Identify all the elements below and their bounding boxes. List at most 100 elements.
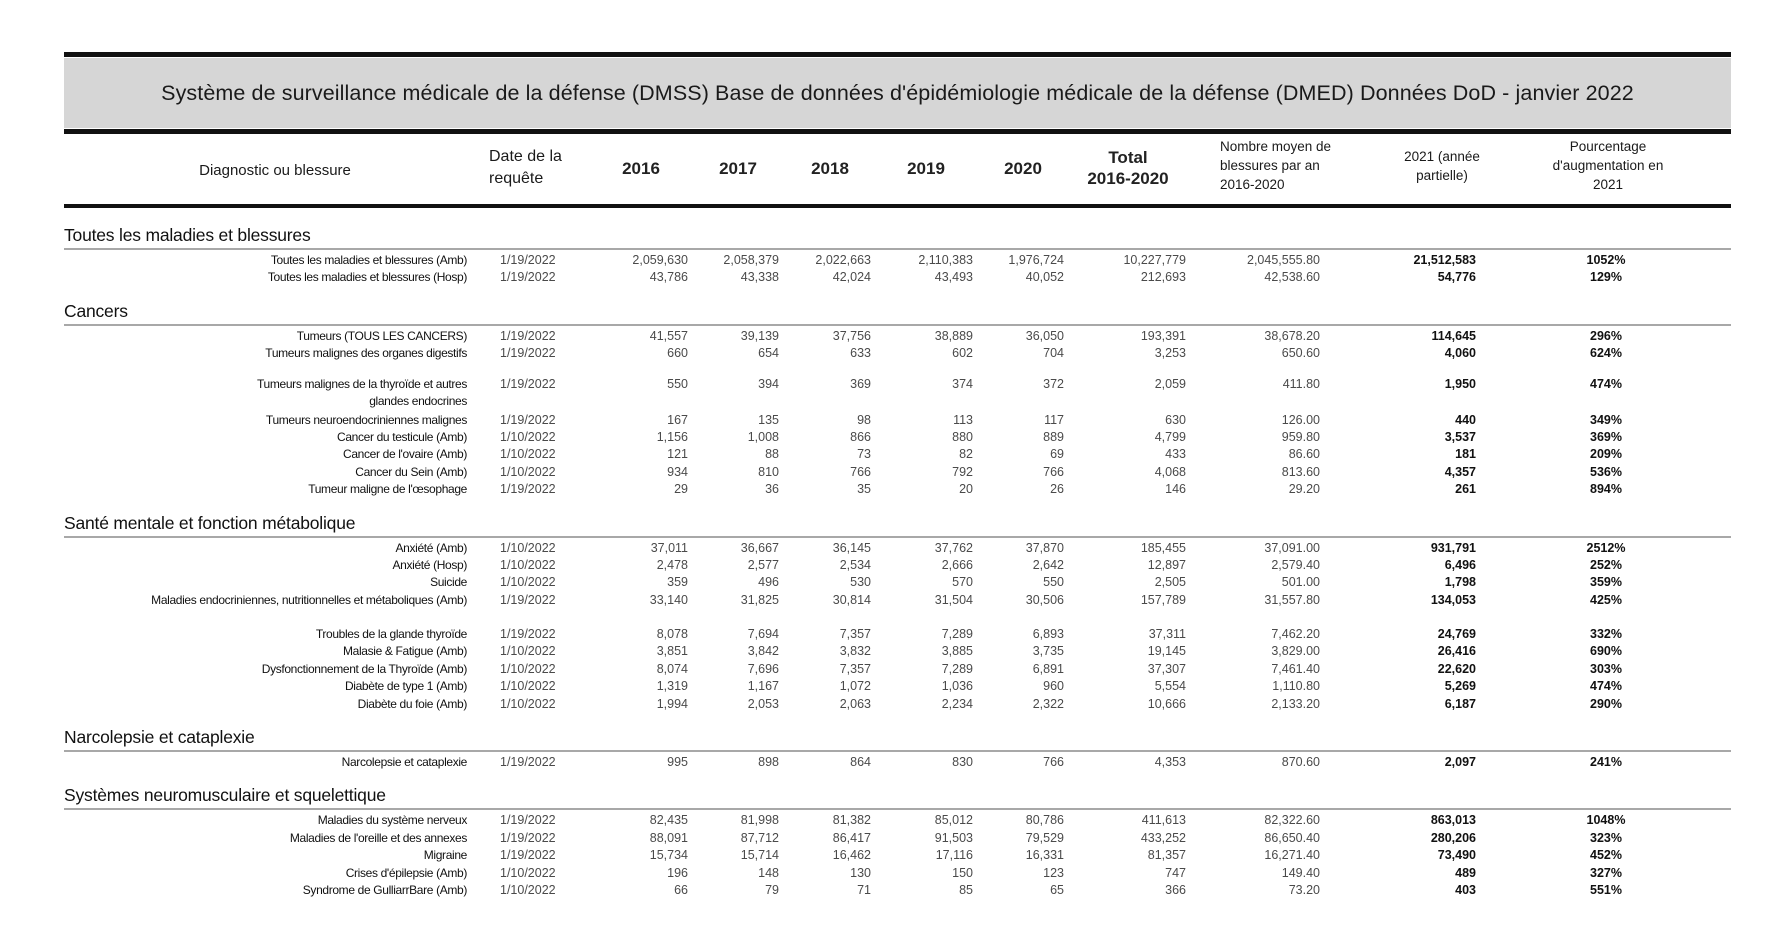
header-percent-increase: Pourcentage d'augmentation en 2021 [1552, 139, 1664, 192]
table-row: Anxiété (Hosp) 1/10/2022 2,478 2,577 2,534 2,… [64, 557, 1731, 574]
header-2021: 2021 (année partielle) [1404, 149, 1480, 183]
cell-date: 1/19/2022 [500, 627, 556, 642]
cell-2021: 54,776 [1437, 270, 1476, 285]
cell-2019: 880 [952, 429, 973, 444]
cell-total: 2,505 [1154, 575, 1186, 590]
cell-2017: 31,825 [740, 592, 779, 607]
header-2019: 2019 [907, 159, 945, 178]
cell-2019: 830 [952, 755, 973, 770]
cell-2018: 42,024 [832, 270, 871, 285]
cell-pct: 474% [1590, 679, 1622, 694]
table-section: Toutes les maladies et blessures Toutes l… [64, 224, 1731, 287]
cell-2020: 69 [1050, 447, 1064, 462]
cell-avg: 82,322.60 [1264, 813, 1320, 828]
header-2016: 2016 [622, 159, 660, 178]
cell-2020: 36,050 [1025, 328, 1064, 343]
cell-2017: 2,053 [747, 696, 779, 711]
cell-2021: 280,206 [1430, 830, 1476, 845]
cell-2017: 496 [758, 575, 779, 590]
cell-2020: 16,331 [1025, 848, 1064, 863]
title-bottom-rule [64, 129, 1731, 134]
cell-2020: 889 [1043, 429, 1064, 444]
cell-total: 146 [1165, 482, 1186, 497]
section-heading: Systèmes neuromusculaire et squelettique [64, 784, 1731, 811]
cell-2019: 150 [952, 865, 973, 880]
cell-total: 411,613 [1141, 813, 1186, 828]
cell-avg: 73.20 [1288, 882, 1320, 897]
cell-2020: 117 [1044, 412, 1064, 427]
cell-2018: 30,814 [832, 592, 871, 607]
cell-total: 19,145 [1147, 644, 1186, 659]
cell-2016: 1,994 [656, 696, 688, 711]
cell-2018: 7,357 [839, 627, 871, 642]
cell-2021: 4,357 [1444, 464, 1476, 479]
cell-2017: 135 [758, 412, 779, 427]
cell-2020: 26 [1050, 482, 1064, 497]
cell-2020: 960 [1043, 679, 1064, 694]
cell-2017: 898 [758, 755, 779, 770]
cell-2016: 660 [667, 346, 688, 361]
cell-total: 185,455 [1140, 540, 1186, 555]
cell-total: 5,554 [1154, 679, 1186, 694]
cell-2018: 130 [850, 865, 871, 880]
cell-label: Diabète de type 1 (Amb) [344, 679, 467, 694]
cell-avg: 1,110.80 [1272, 679, 1320, 694]
cell-2019: 7,289 [941, 627, 973, 642]
cell-date: 1/19/2022 [500, 813, 556, 828]
table-row: Crises d'épilepsie (Amb) 1/10/2022 196 148 1… [64, 865, 1731, 882]
cell-2021: 21,512,583 [1413, 253, 1476, 267]
cell-2019: 2,110,383 [918, 253, 973, 267]
cell-total: 37,307 [1147, 661, 1186, 676]
cell-2017: 81,998 [740, 813, 779, 828]
table-row: Tumeurs (TOUS LES CANCERS) 1/19/2022 41,55… [64, 328, 1731, 345]
header-2018: 2018 [811, 159, 849, 178]
cell-date: 1/10/2022 [500, 679, 556, 694]
cell-pct: 551% [1590, 882, 1622, 897]
cell-date: 1/10/2022 [500, 429, 556, 444]
cell-2019: 17,116 [935, 848, 973, 863]
table-row: Suicide 1/10/2022 359 496 530 570 550 2,505 501.… [64, 574, 1731, 591]
cell-2019: 3,885 [941, 644, 973, 659]
cell-2017: 7,696 [747, 661, 779, 676]
cell-label: Cancer du testicule (Amb) [337, 429, 467, 444]
cell-avg: 149.40 [1281, 865, 1320, 880]
page-title: Système de surveillance médicale de la d… [161, 80, 1634, 105]
cell-label: Toutes les maladies et blessures (Amb) [270, 253, 467, 267]
cell-label: Tumeurs malignes des organes digestifs [265, 346, 467, 361]
cell-2021: 403 [1455, 882, 1476, 897]
cell-label: Anxiété (Hosp) [392, 557, 468, 572]
cell-avg: 3,829.00 [1271, 644, 1320, 659]
cell-2016: 167 [667, 412, 688, 427]
cell-2021: 3,537 [1444, 429, 1476, 444]
cell-2021: 1,950 [1444, 376, 1476, 391]
cell-date: 1/19/2022 [500, 346, 556, 361]
cell-2016: 2,059,630 [632, 253, 688, 267]
cell-2020: 65 [1050, 882, 1064, 897]
cell-2017: 654 [758, 346, 779, 361]
table-section: Narcolepsie et cataplexie Narcolepsie et … [64, 726, 1731, 771]
cell-2021: 24,769 [1437, 627, 1476, 642]
cell-2018: 37,756 [832, 328, 871, 343]
cell-2021: 2,097 [1444, 755, 1476, 770]
cell-2018: 16,462 [832, 848, 871, 863]
cell-pct: 1052% [1586, 253, 1626, 267]
cell-2018: 2,534 [839, 557, 871, 572]
cell-2018: 2,063 [839, 696, 871, 711]
cell-pct: 129% [1590, 270, 1622, 285]
cell-avg: 501.00 [1281, 575, 1320, 590]
cell-2017: 810 [758, 464, 779, 479]
cell-total: 366 [1165, 882, 1186, 897]
cell-2019: 7,289 [941, 661, 973, 676]
cell-pct: 369% [1590, 429, 1622, 444]
cell-label: Suicide [430, 575, 467, 590]
cell-avg: 29.20 [1288, 482, 1320, 497]
cell-2021: 440 [1455, 412, 1476, 427]
header-date: Date de la requête [489, 148, 562, 187]
cell-avg: 86,650.40 [1264, 830, 1320, 845]
cell-pct: 359% [1590, 575, 1622, 590]
cell-label: Maladies du système nerveux [317, 813, 468, 828]
table-row: Diabète du foie (Amb) 1/10/2022 1,994 2,053… [64, 696, 1731, 713]
cell-2016: 121 [667, 447, 688, 462]
cell-pct: 894% [1590, 482, 1622, 497]
table-row: Dysfonctionnement de la Thyroïde (Amb) 1/… [64, 661, 1731, 678]
